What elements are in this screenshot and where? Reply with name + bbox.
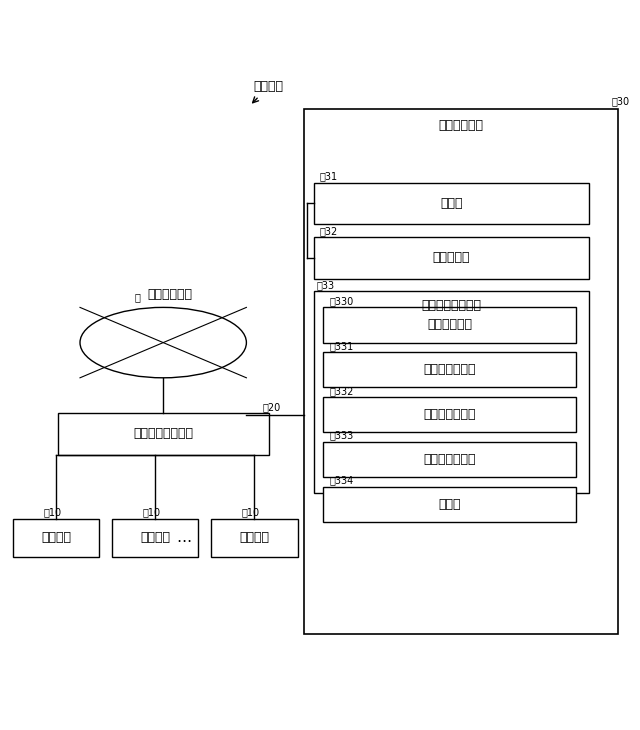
Text: ゙10: ゙10 bbox=[143, 507, 161, 518]
FancyBboxPatch shape bbox=[304, 109, 618, 634]
Text: ゙333: ゙333 bbox=[330, 431, 354, 440]
Text: …: … bbox=[177, 530, 191, 545]
Text: ゙10: ゙10 bbox=[44, 507, 61, 518]
Text: ゙10: ゙10 bbox=[242, 507, 260, 518]
FancyBboxPatch shape bbox=[112, 518, 198, 557]
FancyBboxPatch shape bbox=[323, 352, 576, 388]
FancyBboxPatch shape bbox=[323, 487, 576, 522]
Text: データ取得部: データ取得部 bbox=[427, 318, 472, 331]
Ellipse shape bbox=[80, 307, 246, 378]
Text: 削除情報特定部: 削除情報特定部 bbox=[423, 453, 476, 466]
Text: 再学習実施判定部: 再学習実施判定部 bbox=[421, 299, 481, 312]
Text: 追加情報特定部: 追加情報特定部 bbox=[423, 364, 476, 376]
Text: ゲートウェイ装置: ゲートウェイ装置 bbox=[133, 427, 193, 440]
Text: ゙31: ゙31 bbox=[320, 172, 338, 181]
FancyBboxPatch shape bbox=[314, 291, 589, 493]
Text: ゙330: ゙330 bbox=[330, 296, 354, 306]
Text: 異常検知装置: 異常検知装置 bbox=[438, 118, 483, 131]
FancyBboxPatch shape bbox=[323, 397, 576, 432]
Text: ゙32: ゙32 bbox=[320, 226, 339, 236]
Text: 異常検知部: 異常検知部 bbox=[433, 251, 470, 264]
FancyBboxPatch shape bbox=[58, 413, 269, 455]
FancyBboxPatch shape bbox=[323, 442, 576, 477]
Text: ゙332: ゙332 bbox=[330, 385, 354, 396]
Text: 通信機器: 通信機器 bbox=[239, 531, 269, 545]
FancyBboxPatch shape bbox=[323, 307, 576, 342]
Text: 差分情報特定部: 差分情報特定部 bbox=[423, 408, 476, 421]
FancyBboxPatch shape bbox=[211, 518, 298, 557]
Text: ゙331: ゙331 bbox=[330, 341, 354, 351]
Text: ゙20: ゙20 bbox=[262, 402, 281, 412]
Text: 学習部: 学習部 bbox=[440, 197, 463, 210]
Text: ゙33: ゙33 bbox=[317, 280, 335, 290]
Text: 通信機器: 通信機器 bbox=[140, 531, 170, 545]
Text: 通信機器: 通信機器 bbox=[41, 531, 71, 545]
FancyBboxPatch shape bbox=[314, 237, 589, 279]
Text: ゙30: ゙30 bbox=[611, 96, 629, 106]
Text: 判定部: 判定部 bbox=[438, 498, 461, 511]
Text: ゙: ゙ bbox=[134, 292, 141, 302]
FancyBboxPatch shape bbox=[314, 182, 589, 224]
FancyBboxPatch shape bbox=[13, 518, 99, 557]
Text: ゙334: ゙334 bbox=[330, 475, 354, 485]
Text: ネットワーク: ネットワーク bbox=[147, 288, 192, 301]
Text: システム: システム bbox=[254, 80, 284, 93]
